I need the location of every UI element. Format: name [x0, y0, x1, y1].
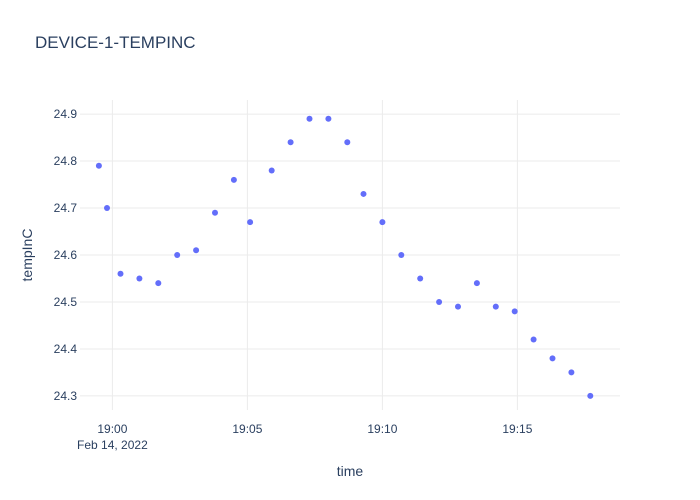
y-tick-label: 24.9	[54, 107, 78, 121]
scatter-point[interactable]	[247, 219, 254, 226]
data-points[interactable]	[95, 115, 594, 399]
scatter-point[interactable]	[306, 115, 313, 122]
scatter-point[interactable]	[530, 336, 537, 343]
scatter-point[interactable]	[174, 252, 181, 258]
scatter-point[interactable]	[268, 167, 275, 174]
y-tick-label: 24.5	[54, 295, 78, 309]
scatter-point[interactable]	[417, 275, 424, 282]
y-tick-label: 24.4	[54, 342, 78, 356]
y-axis-title: tempInC	[19, 229, 35, 282]
scatter-point[interactable]	[492, 303, 499, 310]
scatter-point[interactable]	[455, 303, 461, 310]
scatter-point[interactable]	[95, 162, 102, 169]
scatter-point[interactable]	[136, 275, 143, 282]
x-tick-label: 19:15	[502, 422, 532, 436]
scatter-point[interactable]	[398, 252, 405, 258]
scatter-point[interactable]	[344, 139, 351, 146]
scatter-point[interactable]	[155, 280, 162, 287]
y-tick-label: 24.6	[54, 248, 78, 262]
chart-title: DEVICE-1-TEMPINC	[35, 33, 196, 52]
tick-labels: 24.3 24.4 24.5 24.6 24.7 24.8 24.9 19:00 Feb 14,…	[54, 107, 533, 452]
scatter-point[interactable]	[230, 176, 237, 183]
y-tick-label: 24.7	[54, 201, 78, 215]
scatter-point[interactable]	[104, 205, 110, 212]
x-tick-label: 19:10	[367, 422, 397, 436]
scatter-point[interactable]	[587, 392, 594, 399]
x-axis-title: time	[337, 463, 364, 479]
scatter-point[interactable]	[379, 219, 386, 226]
grid	[80, 100, 620, 410]
scatter-point[interactable]	[511, 308, 518, 315]
scatter-point[interactable]	[436, 298, 443, 305]
scatter-point[interactable]	[212, 209, 218, 216]
scatter-point[interactable]	[193, 247, 200, 254]
scatter-point[interactable]	[360, 190, 367, 197]
y-tick-label: 24.8	[54, 154, 78, 168]
x-tick-label: 19:05	[232, 422, 262, 436]
scatter-point[interactable]	[568, 369, 575, 376]
x-tick-date-label: Feb 14, 2022	[77, 438, 148, 452]
scatter-point[interactable]	[549, 355, 556, 362]
scatter-point[interactable]	[473, 280, 480, 287]
y-tick-label: 24.3	[54, 389, 78, 403]
scatter-point[interactable]	[325, 115, 332, 122]
scatter-point[interactable]	[287, 139, 294, 146]
x-tick-label: 19:00	[97, 422, 127, 436]
scatter-point[interactable]	[117, 270, 124, 277]
